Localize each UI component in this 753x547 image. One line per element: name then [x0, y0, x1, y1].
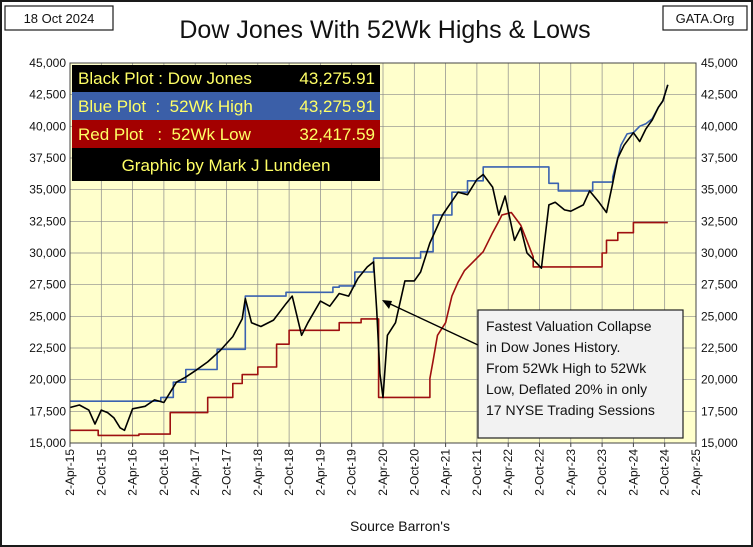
y-axis-right: 15,000 17,500 20,000 22,500 25,000 27,500 30,0… — [701, 56, 738, 450]
series-layer — [69, 84, 669, 437]
y-tick-label-left: 45,000 — [29, 56, 66, 70]
y-tick-label-right: 32,500 — [701, 214, 738, 228]
y-tick-label-right: 45,000 — [701, 56, 738, 70]
annotation-line-4: 17 NYSE Trading Sessions — [486, 402, 655, 418]
x-tick-label: 2-Apr-18 — [251, 449, 265, 496]
y-tick-label-right: 42,500 — [701, 88, 738, 102]
date-box — [4, 5, 114, 31]
x-tick-label: 2-Apr-22 — [501, 449, 515, 496]
annotation-line-3: Low, Deflated 20% in only — [486, 381, 647, 397]
legend-row-0 — [72, 65, 380, 92]
y-tick-label-left: 15,000 — [29, 436, 66, 450]
dow-jones-line — [69, 84, 669, 432]
legend-value-0: 43,275.91 — [299, 69, 375, 88]
52wk-low-line — [70, 211, 668, 437]
y-tick-label-left: 42,500 — [29, 88, 66, 102]
source-label: GATA.Org — [676, 11, 735, 26]
y-tick-label-right: 22,500 — [701, 341, 738, 355]
y-tick-label-right: 15,000 — [701, 436, 738, 450]
legend-value-1: 43,275.91 — [299, 97, 375, 116]
source-box — [662, 5, 748, 31]
legend-row-3 — [72, 148, 380, 181]
x-tick-label: 2-Oct-20 — [407, 449, 421, 496]
annotation-line-0: Fastest Valuation Collapse — [486, 318, 652, 334]
x-tick-label: 2-Oct-15 — [94, 449, 108, 496]
x-tick-label: 2-Oct-19 — [345, 449, 359, 496]
x-axis: 2-Apr-15 2-Oct-15 2-Apr-16 2-Oct-16 2-Apr-17… — [63, 443, 703, 496]
x-tick-label: 2-Oct-17 — [220, 449, 234, 496]
y-tick-label-left: 20,000 — [29, 373, 66, 387]
legend-value-2: 32,417.59 — [299, 125, 375, 144]
y-tick-label-left: 30,000 — [29, 246, 66, 260]
annotation-line-1: in Dow Jones History. — [486, 339, 620, 355]
y-tick-label-right: 40,000 — [701, 119, 738, 133]
y-tick-label-right: 17,500 — [701, 404, 738, 418]
y-tick-label-right: 35,000 — [701, 183, 738, 197]
legend-row-1 — [72, 92, 380, 120]
y-tick-label-right: 37,500 — [701, 151, 738, 165]
x-tick-label: 2-Oct-16 — [157, 449, 171, 496]
x-axis-label: Source Barron's — [350, 518, 450, 534]
date-label: 18 Oct 2024 — [24, 11, 95, 26]
annotation-arrowhead — [382, 300, 392, 309]
y-tick-label-left: 17,500 — [29, 404, 66, 418]
x-tick-label: 2-Oct-18 — [282, 449, 296, 496]
x-tick-label: 2-Oct-23 — [595, 449, 609, 496]
x-tick-label: 2-Apr-20 — [376, 449, 390, 496]
y-tick-label-left: 22,500 — [29, 341, 66, 355]
x-tick-label: 2-Apr-15 — [63, 449, 77, 496]
x-tick-label: 2-Oct-22 — [533, 449, 547, 496]
y-tick-label-left: 37,500 — [29, 151, 66, 165]
x-tick-label: 2-Apr-21 — [439, 449, 453, 496]
x-tick-label: 2-Apr-25 — [689, 449, 703, 496]
y-tick-label-left: 27,500 — [29, 278, 66, 292]
x-tick-label: 2-Apr-16 — [126, 449, 140, 496]
legend-label-0: Black Plot : Dow Jones — [78, 69, 252, 88]
y-tick-label-left: 25,000 — [29, 309, 66, 323]
annotation-line-2: From 52Wk High to 52Wk — [486, 360, 647, 376]
y-tick-label-right: 27,500 — [701, 278, 738, 292]
x-tick-label: 2-Apr-24 — [626, 449, 640, 496]
x-tick-label: 2-Apr-17 — [188, 449, 202, 496]
x-tick-label: 2-Oct-21 — [470, 449, 484, 496]
y-tick-label-right: 25,000 — [701, 309, 738, 323]
y-tick-label-right: 30,000 — [701, 246, 738, 260]
x-tick-label: 2-Apr-19 — [313, 449, 327, 496]
y-tick-label-left: 35,000 — [29, 183, 66, 197]
y-tick-label-left: 32,500 — [29, 214, 66, 228]
52wk-high-line — [70, 84, 669, 403]
legend-credit: Graphic by Mark J Lundeen — [122, 156, 331, 175]
annotation-box — [477, 309, 684, 439]
legend-row-2 — [72, 120, 380, 148]
x-tick-label: 2-Apr-23 — [564, 449, 578, 496]
x-tick-label: 2-Oct-24 — [658, 449, 672, 496]
legend-label-1: Blue Plot : 52Wk High — [78, 97, 253, 116]
legend: Black Plot : Dow Jones 43,275.91 Blue Pl… — [72, 65, 380, 181]
y-axis-left: 15,000 17,500 20,000 22,500 25,000 27,500 30,0… — [29, 56, 66, 450]
legend-label-2: Red Plot : 52Wk Low — [78, 125, 252, 144]
chart-title: Dow Jones With 52Wk Highs & Lows — [179, 16, 590, 44]
annotation-arrow-line — [385, 301, 479, 346]
y-tick-label-left: 40,000 — [29, 119, 66, 133]
y-tick-label-right: 20,000 — [701, 373, 738, 387]
